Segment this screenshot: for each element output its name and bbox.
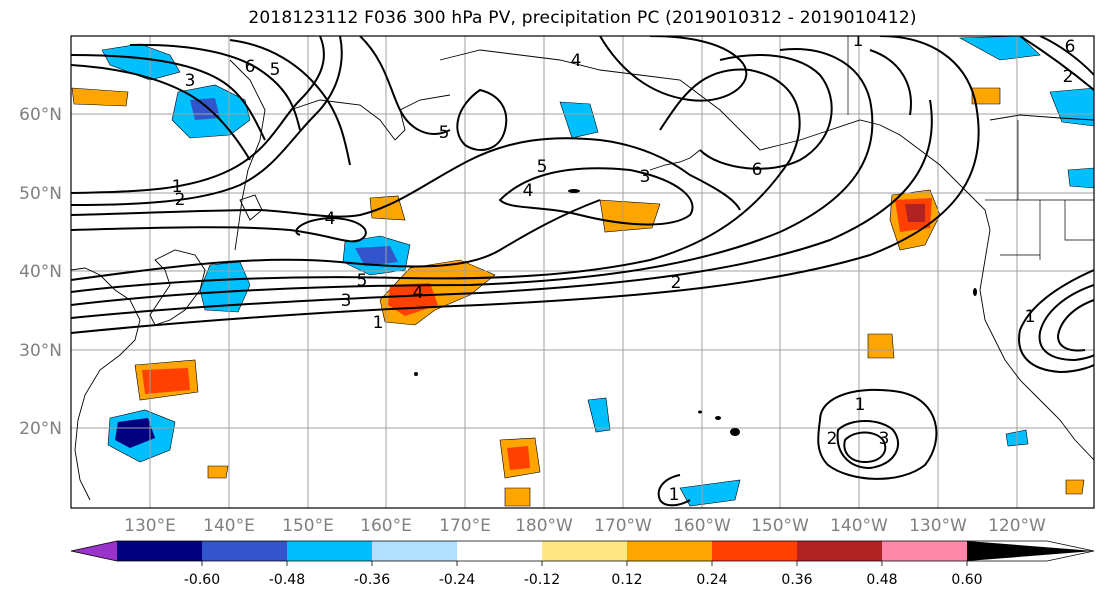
contour-label: 1 [853, 31, 864, 51]
contour-label: 4 [413, 283, 424, 303]
contour-label: 1 [669, 485, 680, 505]
lon-tick-label: 130°E [124, 516, 176, 536]
contour-label: 4 [325, 209, 336, 229]
colorbar-tick-label: 0.48 [866, 572, 897, 588]
contour-label-group: 1 2 3 4 5 6 1 2 3 4 5 6 4 5 3 4 1 2 3 1 … [172, 31, 1076, 505]
contour-label: 2 [1063, 67, 1074, 87]
pv-contours [71, 36, 1094, 507]
colorbar-tick-label: 0.60 [951, 572, 982, 588]
graticule [71, 36, 1094, 508]
contour-label: 3 [341, 291, 352, 311]
longitude-axis: 130°E 140°E 150°E 160°E 170°E 180°W 170°… [124, 516, 1046, 536]
colorbar-swatch [202, 541, 287, 561]
colorbar-swatch [627, 541, 712, 561]
colorbar-swatch [967, 541, 1094, 561]
contour-label: 5 [439, 123, 450, 143]
contour-label: 1 [855, 395, 866, 415]
colorbar-tick-label: -0.24 [439, 572, 475, 588]
contour-label: 5 [270, 60, 281, 80]
lon-tick-label: 150°E [282, 516, 334, 536]
map-border [70, 35, 1095, 509]
colorbar-tick-label: 0.24 [696, 572, 727, 588]
political-boundaries [847, 36, 1094, 260]
colorbar: -0.60 -0.48 -0.36 -0.24 -0.12 0.12 0.24 … [70, 540, 1095, 588]
colorbar-swatch [71, 541, 117, 561]
colorbar-tick-label: 0.36 [781, 572, 812, 588]
lon-tick-label: 150°W [751, 516, 809, 536]
contour-label: 1 [1025, 307, 1036, 327]
contour-label: 6 [245, 57, 256, 77]
colorbar-swatch [882, 541, 967, 561]
lon-tick-label: 170°W [594, 516, 652, 536]
lon-tick-label: 160°E [360, 516, 412, 536]
colorbar-swatch [372, 541, 457, 561]
colorbar-swatch [287, 541, 372, 561]
lon-tick-label: 140°W [830, 516, 888, 536]
contour-label: 6 [1065, 37, 1076, 57]
latitude-axis: 60°N 50°N 40°N 30°N 20°N [19, 105, 62, 439]
lat-tick-label: 60°N [19, 105, 62, 125]
lat-tick-label: 50°N [19, 184, 62, 204]
lat-tick-label: 40°N [19, 262, 62, 282]
colorbar-swatch [542, 541, 627, 561]
colorbar-swatch [797, 541, 882, 561]
contour-label: 3 [640, 167, 651, 187]
colorbar-swatch [117, 541, 202, 561]
lon-tick-label: 130°W [909, 516, 967, 536]
contour-label: 3 [879, 429, 890, 449]
contour-label: 5 [537, 157, 548, 177]
lon-tick-label: 160°W [673, 516, 731, 536]
contour-label: 1 [172, 177, 183, 197]
colorbar-tick-label: -0.60 [184, 572, 220, 588]
lat-tick-label: 20°N [19, 419, 62, 439]
colorbar-tick-label: 0.12 [611, 572, 642, 588]
contour-label: 2 [827, 429, 838, 449]
contour-label: 4 [571, 51, 582, 71]
contour-label: 1 [373, 313, 384, 333]
contour-label: 6 [752, 160, 763, 180]
colorbar-tick-label: -0.36 [354, 572, 390, 588]
colorbar-tick-label: -0.12 [524, 572, 560, 588]
colorbar-tick-label: -0.48 [269, 572, 305, 588]
contour-label: 4 [523, 181, 534, 201]
lon-tick-label: 180°W [515, 516, 573, 536]
colorbar-swatch [712, 541, 797, 561]
coastlines [71, 49, 1094, 501]
lon-tick-label: 170°E [439, 516, 491, 536]
contour-label: 5 [357, 271, 368, 291]
contour-label: 2 [671, 273, 682, 293]
islands [414, 189, 977, 436]
lon-tick-label: 140°E [203, 516, 255, 536]
map-title: 2018123112 F036 300 hPa PV, precipitatio… [248, 8, 917, 28]
lon-tick-label: 120°W [988, 516, 1046, 536]
colorbar-swatch [457, 541, 542, 561]
contour-label: 2 [175, 190, 186, 210]
lat-tick-label: 30°N [19, 341, 62, 361]
contour-label: 3 [185, 71, 196, 91]
